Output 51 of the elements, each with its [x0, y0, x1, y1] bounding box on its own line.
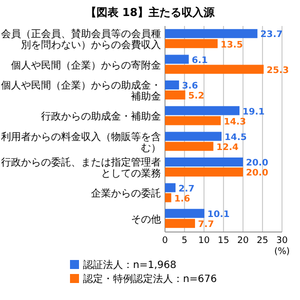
bar — [165, 39, 218, 48]
bar — [165, 183, 176, 192]
x-tick-label: 0 — [162, 236, 168, 246]
data-label: 14.3 — [224, 117, 246, 128]
data-label: 23.7 — [260, 30, 283, 40]
x-tick-label: 30 — [276, 236, 288, 246]
y-tick-label: その他 — [131, 213, 161, 226]
y-tick-label: 行政からの助成金・補助金 — [41, 110, 161, 123]
bar — [165, 168, 243, 177]
x-tick-label: 5 — [182, 236, 188, 246]
y-tick-label: 個人や民間（企業）からの寄附金 — [11, 59, 161, 72]
bar — [165, 54, 189, 64]
data-label: 7.7 — [198, 220, 214, 230]
bar — [165, 208, 204, 218]
bar — [165, 80, 180, 90]
bar — [165, 193, 172, 202]
data-label: 5.2 — [188, 92, 204, 102]
bar — [165, 158, 243, 167]
data-label: 13.5 — [220, 40, 243, 50]
x-tick-label: 20 — [237, 236, 249, 246]
y-tick-label: 利用者からの料金収入（物販等を含む） — [1, 130, 161, 154]
data-label: 12.4 — [216, 143, 239, 153]
x-tick-label: 15 — [218, 236, 230, 246]
legend-label: 認証法人：n=1,968 — [83, 259, 176, 271]
bar — [165, 116, 221, 126]
data-label: 10.1 — [207, 210, 230, 220]
y-tick-label: 個人や民間（企業）からの助成金・補助金 — [1, 79, 161, 102]
data-label: 6.1 — [192, 56, 208, 66]
bar — [165, 29, 258, 38]
data-label: 2.7 — [178, 184, 194, 194]
data-label: 19.1 — [242, 107, 265, 118]
bar — [165, 142, 214, 151]
data-label: 3.6 — [182, 82, 198, 92]
data-label: 14.5 — [224, 132, 247, 143]
legend-label: 認定・特例認定法人：n=676 — [83, 273, 217, 285]
data-label: 20.0 — [246, 168, 268, 179]
x-tick-label: 25 — [256, 236, 268, 246]
chart-title: 【図表 18】主たる収入源 — [85, 6, 216, 19]
x-axis-title: (%) — [274, 247, 290, 257]
bar — [165, 64, 264, 74]
y-tick-label: 行政からの委託、または指定管理者としての業務 — [1, 156, 161, 180]
y-tick-label: 企業からの委託 — [91, 188, 161, 200]
data-label: 25.3 — [266, 66, 289, 76]
bar — [165, 90, 186, 100]
data-label: 20.0 — [246, 158, 268, 169]
y-tick-label: 会員（正会員、賛助会員等の会員種別を問わない）からの会費収入 — [1, 28, 161, 52]
data-label: 1.6 — [174, 194, 190, 204]
bar — [165, 106, 240, 116]
x-tick-label: 10 — [198, 236, 210, 246]
bar — [165, 132, 222, 141]
bar — [165, 218, 196, 228]
